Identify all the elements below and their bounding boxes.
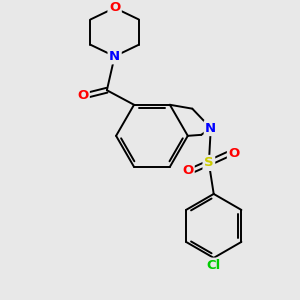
Text: N: N: [109, 50, 120, 63]
Text: Cl: Cl: [207, 259, 221, 272]
Text: O: O: [228, 147, 240, 160]
Text: N: N: [205, 122, 216, 135]
Text: O: O: [109, 2, 120, 14]
Text: O: O: [182, 164, 193, 177]
Text: S: S: [204, 156, 214, 170]
Text: O: O: [77, 88, 88, 102]
